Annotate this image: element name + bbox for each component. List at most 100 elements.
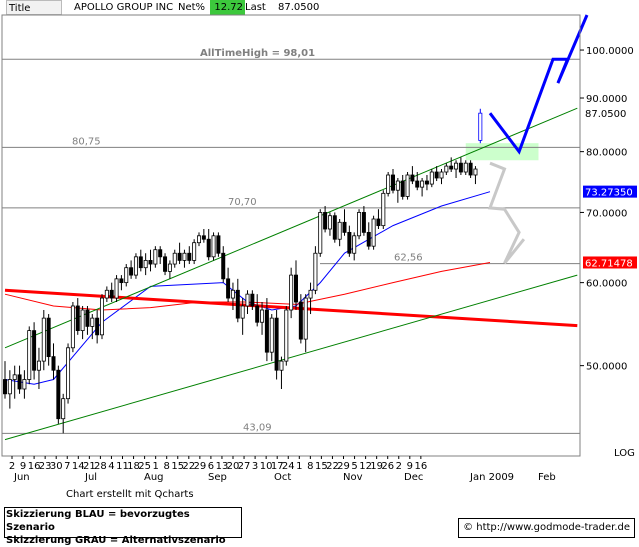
x-tick-label: 11 bbox=[116, 461, 129, 472]
x-tick-label: 29 bbox=[193, 461, 206, 472]
bar-body bbox=[381, 192, 386, 227]
y-tick-label: 70.0000 bbox=[586, 208, 627, 219]
price-bar bbox=[192, 239, 197, 265]
bar-body bbox=[400, 180, 405, 197]
level-label: AllTimeHigh = 98,01 bbox=[200, 48, 315, 59]
price-bar bbox=[109, 282, 114, 303]
bar-body bbox=[478, 112, 483, 141]
price-bar bbox=[454, 160, 459, 179]
x-tick-label: 16 bbox=[414, 461, 427, 472]
price-bar bbox=[158, 246, 163, 265]
bar-body bbox=[124, 267, 129, 284]
price-bar bbox=[216, 232, 221, 257]
price-bar bbox=[182, 249, 187, 268]
bar-body bbox=[308, 289, 313, 299]
bar-body bbox=[80, 309, 85, 332]
x-tick-label: 8 bbox=[164, 461, 170, 472]
bar-body bbox=[36, 360, 41, 371]
price-bar bbox=[405, 172, 410, 200]
bar-body bbox=[361, 212, 366, 233]
bar-body bbox=[318, 212, 323, 254]
price-bar bbox=[187, 246, 192, 265]
price-bar bbox=[284, 305, 289, 366]
bar-body bbox=[187, 252, 192, 261]
price-bar bbox=[400, 174, 405, 200]
price-bar bbox=[386, 172, 391, 197]
bar-body bbox=[138, 256, 143, 269]
bar-body bbox=[153, 249, 158, 265]
price-bar bbox=[100, 294, 105, 340]
bar-body bbox=[216, 235, 221, 254]
x-tick-label: 20 bbox=[227, 461, 240, 472]
level-label: 43,09 bbox=[243, 422, 272, 433]
price-bar bbox=[390, 169, 395, 194]
bar-body bbox=[260, 309, 265, 323]
bar-body bbox=[429, 171, 434, 185]
company-name: APOLLO GROUP INC bbox=[74, 2, 174, 13]
bar-body bbox=[211, 235, 216, 258]
bar-body bbox=[463, 162, 468, 173]
price-bar bbox=[463, 160, 468, 175]
y-tick-label: 90.0000 bbox=[586, 94, 627, 105]
x-tick-label: 30 bbox=[50, 461, 63, 472]
price-bar bbox=[313, 246, 318, 295]
x-tick-label: 18 bbox=[127, 461, 140, 472]
price-bar bbox=[381, 190, 386, 229]
x-month-label: Aug bbox=[144, 472, 164, 483]
bar-body bbox=[439, 171, 444, 179]
x-tick-label: 29 bbox=[337, 461, 350, 472]
x-tick-label: 15 bbox=[171, 461, 184, 472]
price-bar bbox=[371, 215, 376, 250]
price-bar bbox=[167, 260, 172, 279]
source-url[interactable]: © http://www.godmode-trader.de bbox=[458, 518, 635, 538]
bar-body bbox=[163, 256, 168, 272]
bar-body bbox=[352, 235, 357, 254]
price-bar bbox=[95, 309, 100, 344]
price-bar bbox=[17, 365, 22, 394]
price-bar bbox=[85, 305, 90, 335]
price-bar bbox=[327, 212, 332, 236]
bar-body bbox=[230, 289, 235, 299]
x-tick-label: 7 bbox=[64, 461, 70, 472]
scenario-legend: Skizzierung BLAU = bevorzugtes Szenario … bbox=[4, 507, 242, 546]
support-zone bbox=[465, 143, 539, 161]
price-bar bbox=[449, 157, 454, 173]
bar-body bbox=[313, 252, 318, 291]
bar-body bbox=[255, 305, 260, 323]
bar-body bbox=[201, 235, 206, 240]
price-bar bbox=[352, 232, 357, 261]
price-bar bbox=[395, 178, 400, 203]
x-tick-label: 13 bbox=[216, 461, 229, 472]
level-label: 70,70 bbox=[228, 197, 257, 208]
bar-body bbox=[32, 330, 37, 371]
price-bar bbox=[211, 232, 216, 261]
bar-body bbox=[51, 356, 56, 371]
y-tick-label: 60.0000 bbox=[586, 279, 627, 290]
bar-body bbox=[46, 317, 51, 358]
bar-body bbox=[70, 305, 75, 349]
price-bar bbox=[172, 249, 177, 268]
bar-body bbox=[66, 347, 71, 400]
bar-body bbox=[420, 180, 425, 188]
price-bar bbox=[260, 302, 265, 335]
bar-body bbox=[235, 289, 240, 319]
bar-body bbox=[109, 289, 114, 299]
bar-body bbox=[366, 231, 371, 247]
moving-average-line bbox=[4, 191, 491, 385]
scenario-path bbox=[487, 161, 526, 265]
x-tick-label: 22 bbox=[326, 461, 339, 472]
price-bar bbox=[104, 286, 109, 303]
price-bar bbox=[61, 393, 66, 434]
price-bar bbox=[114, 275, 119, 303]
bar-body bbox=[444, 165, 449, 173]
x-month-label: Jun bbox=[13, 472, 30, 483]
price-bar bbox=[347, 225, 352, 257]
level-label: 62,56 bbox=[394, 253, 423, 264]
price-bar bbox=[478, 108, 483, 144]
x-tick-label: 1 bbox=[152, 461, 158, 472]
bar-body bbox=[332, 215, 337, 240]
source-url-text: http://www.godmode-trader.de bbox=[476, 522, 630, 533]
x-tick-label: 28 bbox=[94, 461, 107, 472]
x-tick-label: 12 bbox=[359, 461, 372, 472]
